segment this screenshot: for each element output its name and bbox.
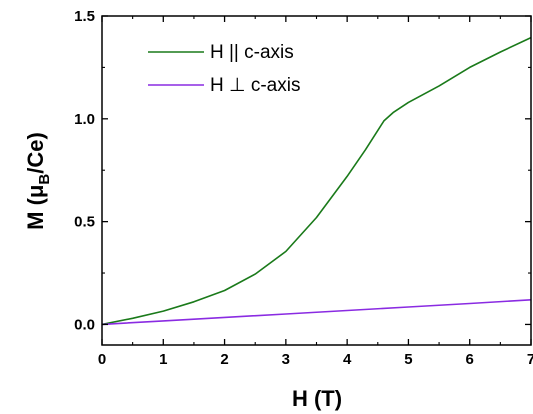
y-axis-label-symbol: μ bbox=[23, 185, 48, 198]
legend: H || c-axis H ⊥ c-axis bbox=[148, 42, 300, 96]
series-line-0 bbox=[101, 36, 532, 326]
series-line-1 bbox=[101, 299, 532, 326]
y-axis-label-prefix: M ( bbox=[23, 197, 48, 229]
x-axis-label: H (T) bbox=[292, 386, 342, 411]
y-tick-label-3: 1.5 bbox=[74, 8, 95, 25]
plot-layer: 0 1 2 3 4 5 6 7 0.0 0.5 1.0 1.5 bbox=[74, 8, 533, 368]
y-axis-label: M (μB/Ce) bbox=[23, 132, 53, 230]
x-tick-label-1: 1 bbox=[159, 351, 167, 368]
x-tick-label-4: 4 bbox=[343, 351, 352, 368]
legend-label-par: H || c-axis bbox=[210, 42, 294, 63]
legend-label-perp: H ⊥ c-axis bbox=[210, 75, 300, 96]
y-tick-label-2: 1.0 bbox=[74, 111, 95, 128]
y-axis-label-subscript: B bbox=[36, 174, 53, 185]
x-tick-label-3: 3 bbox=[282, 351, 290, 368]
x-tick-label-0: 0 bbox=[98, 351, 106, 368]
y-axis-label-suffix: /Ce) bbox=[23, 132, 48, 174]
y-tick-label-1: 0.5 bbox=[74, 214, 95, 231]
x-tick-label-7: 7 bbox=[527, 351, 533, 368]
y-tick-label-0: 0.0 bbox=[74, 316, 95, 333]
plot-frame bbox=[101, 15, 532, 346]
x-tick-label-5: 5 bbox=[404, 351, 412, 368]
x-tick-label-2: 2 bbox=[220, 351, 228, 368]
x-tick-label-6: 6 bbox=[466, 351, 474, 368]
